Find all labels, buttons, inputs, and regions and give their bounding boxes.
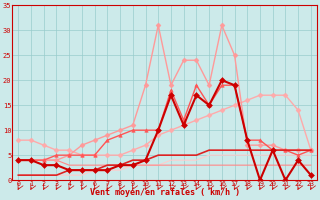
X-axis label: Vent moyen/en rafales ( km/h ): Vent moyen/en rafales ( km/h ) bbox=[90, 188, 240, 197]
